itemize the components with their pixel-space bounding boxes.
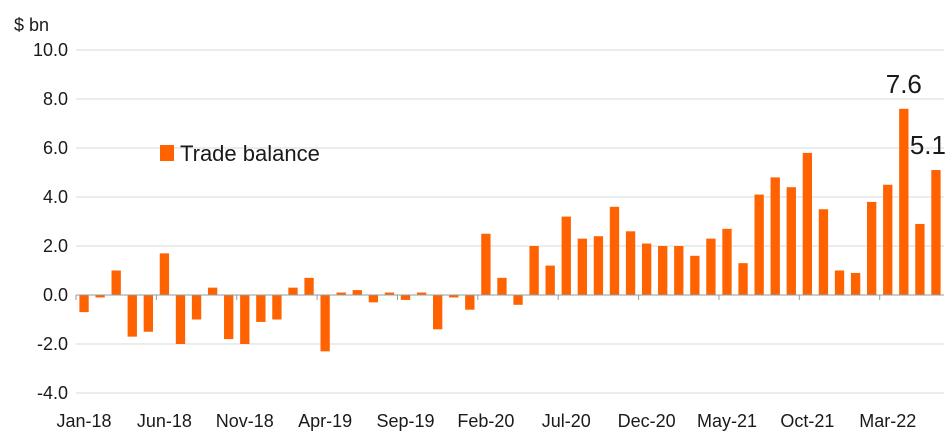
x-tick-label: Mar-22 bbox=[859, 411, 916, 431]
x-tick-label: Sep-19 bbox=[376, 411, 434, 431]
x-tick-label: Jun-18 bbox=[137, 411, 192, 431]
bar bbox=[625, 231, 636, 295]
x-tick-label: Feb-20 bbox=[457, 411, 514, 431]
bar bbox=[899, 108, 909, 295]
bar bbox=[416, 292, 427, 295]
bar bbox=[95, 295, 105, 298]
bar bbox=[336, 292, 346, 295]
bar bbox=[497, 277, 507, 295]
y-tick-label: 0.0 bbox=[43, 285, 68, 305]
bar bbox=[240, 295, 250, 344]
bar bbox=[304, 277, 314, 295]
bar bbox=[641, 243, 652, 295]
y-tick-label: 4.0 bbox=[43, 187, 68, 207]
bar bbox=[224, 295, 234, 340]
data-labels: 7.6 5.1 bbox=[886, 69, 946, 160]
x-tick-label: Jul-20 bbox=[542, 411, 591, 431]
bar bbox=[529, 246, 539, 295]
bar bbox=[545, 265, 555, 295]
y-tick-label: -2.0 bbox=[37, 334, 68, 354]
x-tick-label: Dec-20 bbox=[618, 411, 676, 431]
bar bbox=[674, 246, 684, 295]
bar bbox=[143, 295, 153, 332]
y-tick-label: 2.0 bbox=[43, 236, 68, 256]
bar bbox=[609, 206, 620, 295]
bar bbox=[834, 270, 845, 295]
bar bbox=[754, 194, 764, 295]
bar bbox=[706, 238, 716, 295]
bar bbox=[320, 295, 330, 352]
x-tick-label: Nov-18 bbox=[216, 411, 274, 431]
bar bbox=[384, 292, 395, 295]
legend-label: Trade balance bbox=[180, 141, 320, 166]
bar bbox=[786, 187, 796, 295]
bar bbox=[79, 295, 89, 313]
bar bbox=[577, 238, 587, 295]
bar bbox=[256, 295, 266, 322]
y-tick-label: 6.0 bbox=[43, 138, 68, 158]
gridlines bbox=[76, 49, 944, 394]
x-tick-label: Oct-21 bbox=[780, 411, 834, 431]
x-axis-tick-labels: Jan-18 Jun-18 Nov-18 Apr-19 Sep-19 Feb-20 Jul-… bbox=[57, 411, 917, 431]
y-tick-label: 10.0 bbox=[33, 40, 68, 60]
unit-label: $ bn bbox=[14, 15, 49, 35]
bar bbox=[465, 295, 475, 310]
bar bbox=[770, 177, 780, 295]
bar bbox=[818, 209, 829, 295]
bar bbox=[433, 295, 443, 330]
bar bbox=[191, 295, 202, 320]
legend: Trade balance bbox=[160, 141, 320, 166]
bar bbox=[111, 270, 121, 295]
bar bbox=[690, 255, 700, 295]
bar bbox=[883, 184, 893, 295]
x-tick-label: Apr-19 bbox=[298, 411, 352, 431]
bar bbox=[175, 295, 186, 344]
bar bbox=[159, 253, 170, 295]
bar bbox=[288, 287, 298, 295]
bar bbox=[368, 295, 379, 303]
x-axis bbox=[75, 294, 944, 300]
bars bbox=[79, 108, 941, 352]
y-tick-label: -4.0 bbox=[37, 383, 68, 403]
y-axis-tick-labels: -4.0 -2.0 0.0 2.0 4.0 6.0 8.0 10.0 bbox=[33, 40, 68, 403]
bar bbox=[207, 287, 218, 295]
bar bbox=[561, 216, 571, 295]
data-label: 5.1 bbox=[910, 130, 946, 160]
bar bbox=[352, 290, 362, 295]
bar bbox=[802, 152, 813, 295]
bar bbox=[272, 295, 282, 320]
x-tick-label: May-21 bbox=[697, 411, 757, 431]
y-tick-label: 8.0 bbox=[43, 89, 68, 109]
legend-swatch bbox=[160, 145, 174, 161]
bar bbox=[593, 236, 604, 295]
bar bbox=[722, 228, 732, 295]
bar bbox=[513, 295, 523, 305]
bar bbox=[850, 272, 861, 295]
bar bbox=[867, 201, 877, 295]
data-label: 7.6 bbox=[886, 69, 922, 99]
bar bbox=[400, 295, 411, 300]
bar bbox=[481, 233, 491, 295]
bar bbox=[738, 263, 748, 295]
bar bbox=[658, 246, 668, 295]
bar bbox=[915, 223, 925, 295]
x-tick-label: Jan-18 bbox=[57, 411, 112, 431]
bar bbox=[931, 170, 941, 295]
bar bbox=[127, 295, 137, 337]
bar bbox=[449, 295, 459, 298]
